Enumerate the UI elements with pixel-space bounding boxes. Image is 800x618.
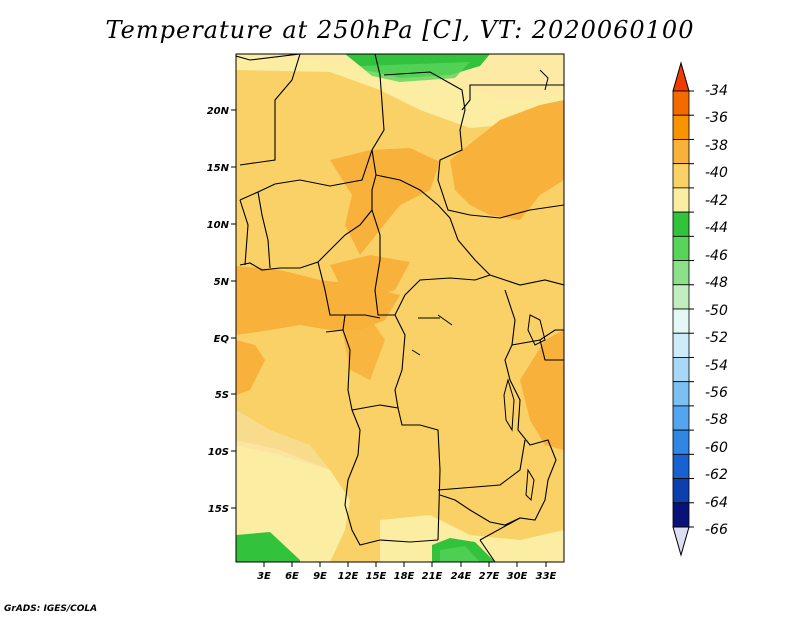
lat-label: 15S (208, 504, 229, 515)
colorbar-swatch (672, 114, 690, 140)
colorbar-label: -58 (705, 412, 728, 428)
colorbar-swatch (672, 332, 690, 358)
lat-label: 10N (207, 220, 230, 231)
colorbar-swatch (672, 139, 690, 165)
country-borders (236, 54, 564, 562)
lon-label: 9E (313, 571, 327, 582)
colorbar-swatch (672, 453, 690, 479)
colorbar-label: -66 (705, 522, 728, 538)
field-orange-northeast (450, 100, 564, 220)
colorbar-label: -34 (705, 83, 728, 99)
colorbar-swatch (672, 405, 690, 431)
colorbar-label: -46 (705, 248, 728, 264)
colorbar-label: -56 (705, 385, 728, 401)
field-orange-central-north (330, 148, 440, 255)
colorbar-swatch (672, 357, 690, 383)
colorbar-bottom-arrow (672, 526, 690, 557)
colorbar-label: -36 (705, 110, 728, 126)
colorbar (672, 61, 694, 557)
lon-label: 33E (536, 571, 557, 582)
colorbar-label: -44 (705, 220, 728, 236)
colorbar-swatch (672, 211, 690, 237)
map-frame (235, 53, 565, 563)
colorbar-label: -42 (705, 193, 728, 209)
lon-label: 18E (394, 571, 415, 582)
colorbar-label: -48 (705, 275, 728, 291)
colorbar-label: -50 (705, 303, 728, 319)
lat-label: 10S (208, 447, 229, 458)
lake-outlines (411, 69, 549, 502)
lon-label: 21E (422, 571, 443, 582)
lon-label: 12E (338, 571, 359, 582)
lat-label: 15N (207, 163, 230, 174)
colorbar-swatch (672, 284, 690, 310)
colorbar-swatch (672, 90, 690, 116)
colorbar-label: -38 (705, 138, 728, 154)
lat-label: 5S (215, 390, 229, 401)
lon-label: 6E (285, 571, 299, 582)
colorbar-top-arrow (672, 61, 690, 92)
colorbar-swatch (672, 235, 690, 261)
lat-label: EQ (214, 334, 230, 345)
colorbar-label: -52 (705, 330, 728, 346)
colorbar-swatch (672, 163, 690, 189)
lon-label: 15E (366, 571, 387, 582)
colorbar-swatch (672, 381, 690, 407)
colorbar-label: -64 (705, 495, 728, 511)
field-pale-south (380, 515, 564, 562)
field-green-southwest (236, 532, 300, 562)
field-orange-gulf (236, 266, 400, 335)
lon-label: 30E (507, 571, 528, 582)
lat-label: 5N (214, 277, 230, 288)
lon-ticks (263, 562, 547, 567)
colorbar-label: -40 (705, 165, 728, 181)
field-orange-west (236, 340, 265, 395)
field-pale-southwest (236, 440, 350, 562)
colorbar-swatch (672, 478, 690, 504)
lat-ticks (231, 109, 236, 509)
colorbar-swatch (672, 429, 690, 455)
lon-label: 27E (479, 571, 500, 582)
colorbar-swatch (672, 187, 690, 213)
colorbar-swatch (672, 502, 690, 528)
colorbar-label: -60 (705, 440, 728, 456)
colorbar-label: -54 (705, 358, 728, 374)
map-title: Temperature at 250hPa [C], VT: 202006010… (105, 16, 695, 44)
colorbar-swatch (672, 308, 690, 334)
lat-label: 20N (207, 106, 230, 117)
temperature-field (236, 54, 564, 562)
lon-label: 24E (451, 571, 472, 582)
colorbar-label: -62 (705, 467, 728, 483)
colorbar-swatch (672, 260, 690, 286)
lon-label: 3E (257, 571, 271, 582)
grads-credit: GrADS: IGES/COLA (4, 604, 98, 614)
